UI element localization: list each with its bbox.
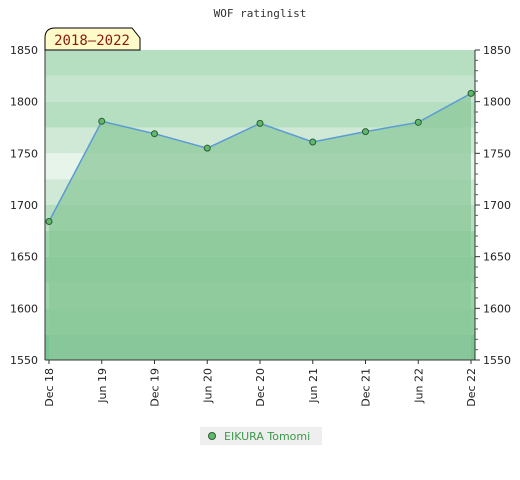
x-tick-label: Jun 20 bbox=[201, 368, 214, 404]
x-tick-label: Jun 22 bbox=[412, 368, 425, 404]
y-tick-label-right: 1750 bbox=[483, 147, 511, 160]
x-axis: Dec 18 Jun 19 Dec 19 Jun 20 Dec 20 Jun 21 Dec … bbox=[43, 359, 478, 407]
x-tick-label: Jun 19 bbox=[96, 368, 109, 404]
y-tick-label-left: 1800 bbox=[10, 96, 38, 109]
y-tick-label-left: 1750 bbox=[10, 147, 38, 160]
period-badge-text: 2018–2022 bbox=[54, 33, 130, 49]
x-tick-label: Dec 18 bbox=[43, 368, 56, 407]
rating-point bbox=[45, 218, 53, 226]
rating-point bbox=[203, 144, 211, 152]
y-tick-label-right: 1550 bbox=[483, 354, 511, 367]
legend: EIKURA Tomomi bbox=[200, 427, 322, 445]
y-tick-label-right: 1700 bbox=[483, 199, 511, 212]
y-tick-label-right: 1850 bbox=[483, 44, 511, 57]
y-tick-label-left: 1600 bbox=[10, 302, 38, 315]
rating-point bbox=[151, 130, 158, 138]
y-tick-label-left: 1550 bbox=[10, 354, 38, 367]
x-tick-label: Dec 19 bbox=[149, 368, 162, 407]
x-tick-label: Dec 22 bbox=[465, 368, 478, 407]
rating-area bbox=[49, 93, 471, 361]
rating-point bbox=[98, 117, 106, 125]
rating-point bbox=[362, 128, 369, 136]
y-tick-label-right: 1800 bbox=[483, 96, 511, 109]
rating-point bbox=[309, 138, 317, 146]
background-band bbox=[45, 75, 475, 102]
x-tick-label: Jun 21 bbox=[307, 368, 320, 404]
rating-point bbox=[256, 119, 264, 127]
y-tick-label-right: 1650 bbox=[483, 251, 511, 264]
background-band bbox=[45, 50, 475, 76]
y-tick-label-right: 1600 bbox=[483, 302, 511, 315]
rating-point bbox=[414, 118, 422, 126]
y-axes: 1550 1550 1600 1600 1650 1650 1700 1700 1750 1750… bbox=[10, 44, 511, 367]
period-badge: 2018–2022 bbox=[44, 27, 141, 51]
x-tick-label: Dec 20 bbox=[254, 368, 267, 407]
legend-series-label: EIKURA Tomomi bbox=[224, 429, 311, 443]
y-tick-label-left: 1700 bbox=[10, 199, 38, 212]
legend-marker bbox=[208, 432, 216, 440]
rating-point bbox=[467, 89, 475, 97]
y-tick-label-left: 1850 bbox=[10, 44, 38, 57]
x-tick-label: Dec 21 bbox=[360, 368, 373, 407]
chart-title: WOF ratinglist bbox=[214, 7, 307, 20]
rating-markers bbox=[45, 89, 475, 226]
y-tick-label-left: 1650 bbox=[10, 251, 38, 264]
